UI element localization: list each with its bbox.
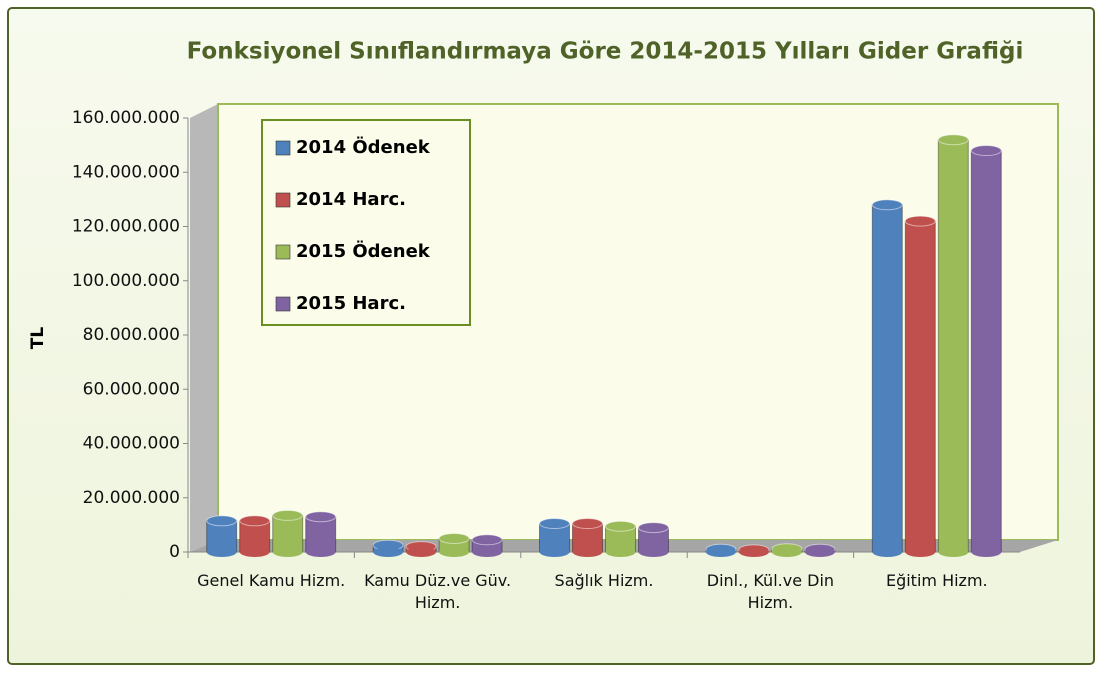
bar-base	[872, 547, 903, 557]
bar-base	[439, 547, 470, 557]
bar-cap	[272, 509, 304, 521]
bar-base	[771, 547, 802, 557]
bar-cap	[206, 515, 238, 527]
bar-cap	[572, 518, 603, 530]
bar-base	[705, 547, 736, 557]
y-tick-label: 80.000.000	[83, 325, 180, 345]
bar	[871, 204, 903, 553]
x-tick-label: Sağlık Hizm.	[554, 571, 654, 590]
bar-cap	[471, 534, 503, 546]
bar-cap	[239, 515, 271, 527]
x-tick-label: Genel Kamu Hizm.	[197, 571, 346, 590]
bar-cap	[937, 134, 969, 146]
bar-base	[938, 547, 969, 557]
bar-base	[206, 547, 237, 557]
legend-label: 2015 Harc.	[296, 293, 406, 314]
bar-base	[905, 547, 936, 557]
bar-base	[472, 547, 503, 557]
x-tick-label: Dinl., Kül.ve Din Hizm.	[706, 571, 835, 612]
bar-base	[971, 547, 1002, 557]
y-tick-label: 140.000.000	[72, 162, 180, 182]
y-tick-label: 60.000.000	[83, 379, 180, 399]
bar-cap	[970, 145, 1002, 157]
y-tick-label: 100.000.000	[72, 271, 180, 291]
bar	[305, 516, 337, 553]
bar-cap	[638, 522, 669, 534]
legend-label: 2014 Ödenek	[296, 136, 431, 158]
y-tick-label: 20.000.000	[83, 488, 180, 508]
bar	[970, 150, 1002, 553]
legend-swatch	[275, 296, 291, 312]
bar-cap	[871, 199, 903, 211]
bar	[904, 220, 936, 553]
x-tick-label: Kamu Düz.ve Güv. Hizm.	[364, 571, 512, 612]
bar-base	[605, 547, 636, 557]
bar-base	[638, 547, 669, 557]
bar-cap	[438, 532, 470, 544]
bar-cap	[605, 520, 636, 532]
bar-cap	[539, 518, 570, 530]
y-tick-label: 120.000.000	[72, 217, 180, 237]
bar-cap	[904, 215, 936, 227]
bar-cap	[305, 511, 337, 523]
side-wall	[190, 104, 218, 552]
bar-base	[305, 547, 336, 557]
x-tick-label: Eğitim Hizm.	[885, 571, 988, 590]
bar-base	[804, 547, 835, 557]
legend-swatch	[275, 244, 291, 260]
y-tick-label: 40.000.000	[83, 434, 180, 454]
legend-swatch	[275, 140, 291, 156]
legend-swatch	[275, 192, 291, 208]
legend-label: 2015 Ödenek	[296, 240, 431, 262]
bar-base	[539, 547, 570, 557]
y-tick-label: 0	[169, 542, 180, 562]
legend-box	[261, 119, 471, 326]
bar-base	[406, 547, 437, 557]
bar-base	[239, 547, 270, 557]
y-axis-title: TL	[28, 327, 48, 350]
bar-base	[572, 547, 603, 557]
chart-title: Fonksiyonel Sınıflandırmaya Göre 2014-20…	[187, 39, 1024, 65]
legend-label: 2014 Harc.	[296, 189, 406, 210]
bar-base	[373, 547, 404, 557]
bar	[937, 139, 969, 553]
y-tick-label: 160.000.000	[72, 108, 180, 128]
bar-base	[738, 547, 769, 557]
bar-base	[272, 547, 303, 557]
